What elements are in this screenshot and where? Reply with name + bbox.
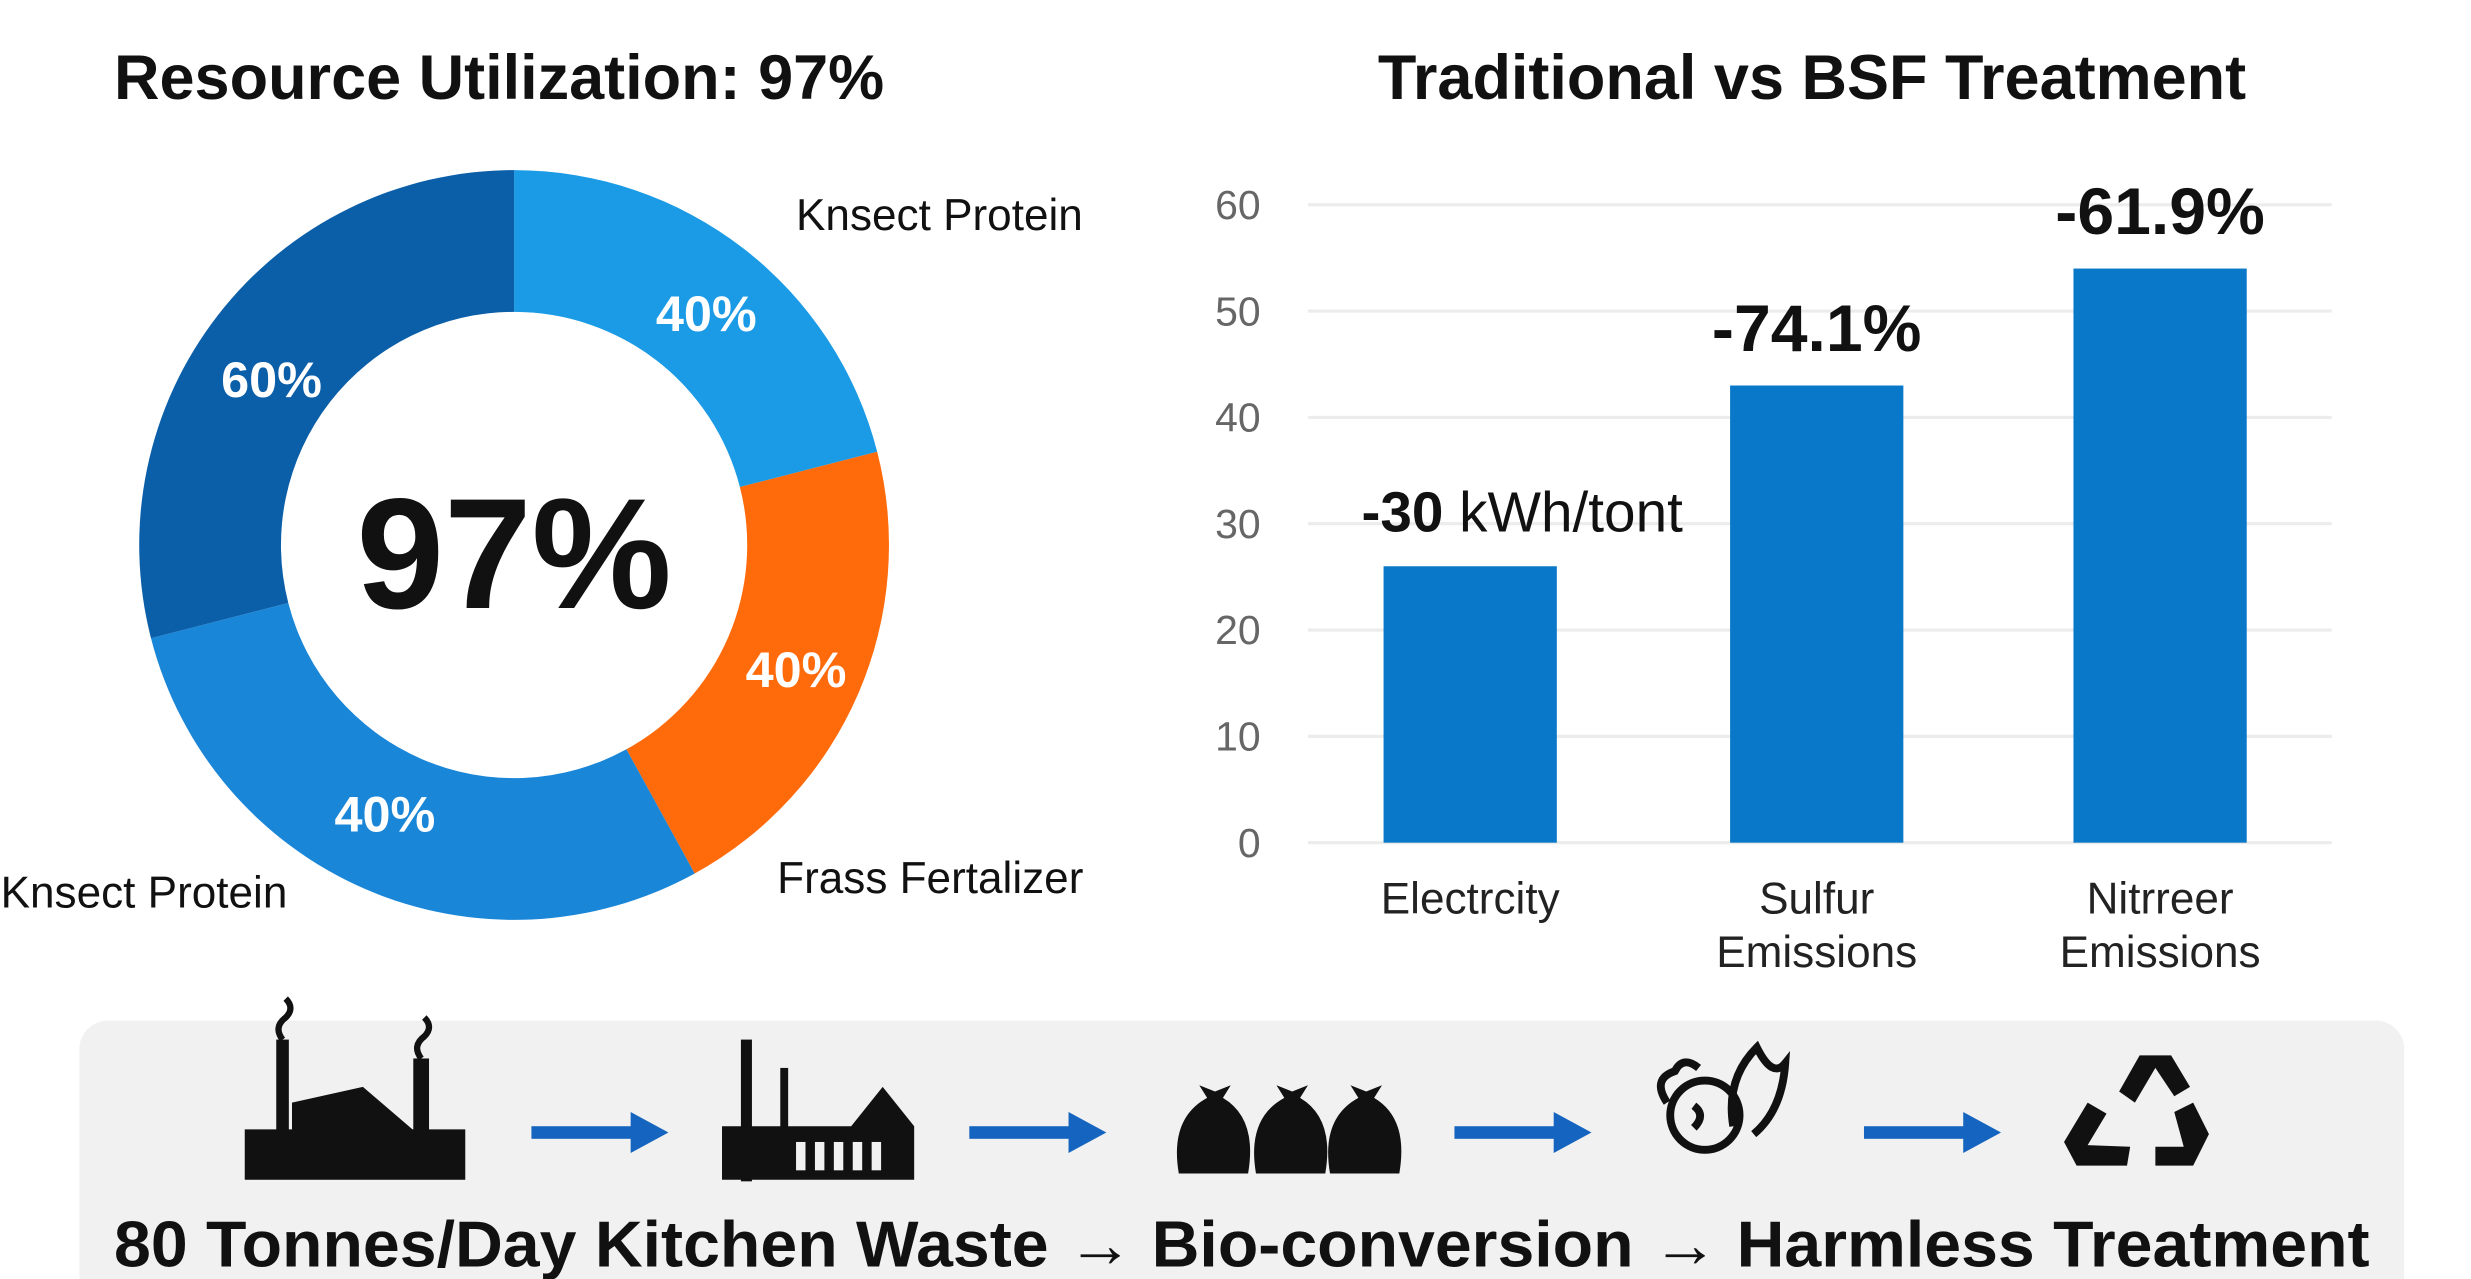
donut-title: Resource Utilization: 97% xyxy=(114,43,884,113)
donut-slice xyxy=(514,170,878,488)
x-tick-label: Emissions xyxy=(2060,928,2261,977)
x-tick-label: Emissions xyxy=(1716,928,1917,977)
x-tick-label: Electrcity xyxy=(1381,875,1560,924)
arrow-icon xyxy=(531,1112,2002,1153)
bar-data-label: -74.1% xyxy=(1712,292,1922,366)
bar-title: Traditional vs BSF Treatment xyxy=(1378,43,2246,113)
bar-data-label: -30 kWh/tont xyxy=(1361,482,1683,545)
vegetables-icon xyxy=(1656,1040,1790,1154)
bar xyxy=(1730,385,1904,843)
x-tick-label: Sulfur xyxy=(1759,875,1874,924)
bar-data-label: -61.9% xyxy=(2055,175,2265,249)
donut-center-label: 97% xyxy=(356,466,671,642)
bar xyxy=(2073,268,2247,843)
factory-icon xyxy=(722,1039,915,1182)
x-tick-label: Nitrreer xyxy=(2087,875,2234,924)
y-tick-label: 10 xyxy=(1215,714,1261,760)
legend-label: Knsect Protein xyxy=(1,868,288,917)
bar-chart: 0 10 20 30 40 50 60 -30 kWh/tont Electrcity -74.1… xyxy=(1215,175,2332,977)
garbage-bags-icon xyxy=(1176,1085,1402,1174)
slice-label: 60% xyxy=(221,351,322,408)
legend-label: Knsect Protein xyxy=(796,191,1083,240)
y-tick-label: 50 xyxy=(1215,288,1261,334)
y-tick-label: 30 xyxy=(1215,501,1261,547)
donut-slice xyxy=(626,451,889,874)
donut-slice xyxy=(150,602,695,920)
y-tick-label: 60 xyxy=(1215,182,1261,228)
slice-label: 40% xyxy=(746,641,847,698)
y-tick-label: 20 xyxy=(1215,607,1261,653)
bar xyxy=(1383,566,1557,843)
donut-chart xyxy=(139,170,889,920)
y-tick-label: 40 xyxy=(1215,395,1261,441)
y-tick-label: 0 xyxy=(1238,820,1261,866)
legend-label: Frass Fertalizer xyxy=(777,854,1083,903)
factory-smoke-icon xyxy=(244,996,466,1180)
slice-label: 40% xyxy=(335,786,436,843)
process-caption: 80 Tonnes/Day Kitchen Waste → Bio-conver… xyxy=(114,1208,2370,1279)
donut-slice xyxy=(139,170,515,639)
recycle-icon xyxy=(2064,1055,2209,1166)
slice-label: 40% xyxy=(656,285,757,342)
